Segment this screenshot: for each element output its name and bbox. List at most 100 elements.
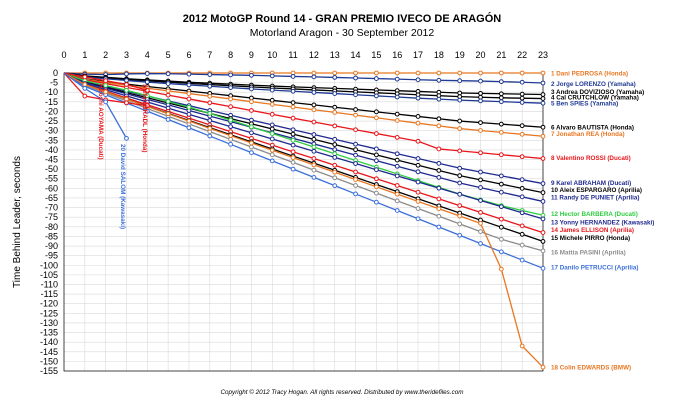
- retire-label: Hiroshi AOYAMA (Ducati): [97, 84, 104, 160]
- series-point: [373, 76, 379, 81]
- series-point: [540, 190, 546, 195]
- series-point: [498, 266, 504, 272]
- y-tick-label: -150: [40, 356, 58, 366]
- series-point: [436, 213, 442, 219]
- rider-label: 18 Colin EDWARDS (BMW): [551, 365, 631, 372]
- series-point: [353, 147, 358, 153]
- series-point: [457, 191, 463, 197]
- series-point: [415, 206, 421, 211]
- series-point: [311, 136, 317, 142]
- series-point: [540, 239, 546, 244]
- series-point: [519, 194, 525, 200]
- series-point: [498, 249, 504, 255]
- series-point: [394, 208, 400, 213]
- rider-label: 2 Jorge LORENZO (Yamaha): [551, 81, 636, 88]
- series-point: [228, 72, 234, 78]
- series-point: [457, 221, 463, 227]
- x-tick-labels: 0 1 2 3 4 5 6 7 8 9 10 11 12 13 14 15 16 17 18 19 20 21 22 23: [61, 50, 548, 60]
- y-tick-label: -80: [45, 222, 58, 232]
- y-axis-label: Time Behind Leader, seconds: [12, 156, 23, 288]
- series-point: [540, 100, 546, 106]
- series-point: [373, 93, 379, 99]
- series-point: [353, 75, 358, 81]
- y-tick-labels: 0-5-10-15-20-25-30-35-40-45-50-55-60-65-…: [40, 68, 58, 376]
- series-point: [415, 169, 421, 175]
- series-point: [415, 189, 421, 195]
- series-point: [228, 133, 234, 139]
- series-point: [415, 216, 421, 222]
- series-point: [478, 229, 483, 235]
- y-tick-label: -95: [45, 251, 58, 261]
- series-point: [144, 93, 150, 99]
- series-point: [228, 117, 234, 123]
- series-point: [394, 70, 400, 76]
- rider-label: 5 Ben SPIES (Yamaha): [551, 100, 618, 107]
- series-point: [186, 118, 192, 124]
- series-point: [478, 177, 483, 183]
- x-tick-label: 23: [538, 50, 548, 60]
- series-point: [415, 114, 421, 119]
- series-point: [498, 181, 504, 187]
- rider-label: 17 Danilo PETRUCCI (Aprilia): [551, 265, 638, 272]
- series-point: [249, 86, 254, 92]
- series-point: [457, 180, 463, 186]
- series-point: [498, 95, 504, 101]
- x-tick-label: 6: [186, 50, 191, 60]
- series-point: [394, 118, 400, 123]
- series-point: [519, 343, 525, 349]
- series-point: [519, 185, 525, 191]
- series-point: [186, 111, 192, 117]
- series-point: [457, 165, 463, 171]
- series-point: [332, 162, 338, 168]
- y-tick-label: 0: [53, 68, 58, 78]
- x-tick-label: 17: [413, 50, 423, 60]
- series-point: [290, 88, 296, 94]
- series-point: [519, 70, 525, 76]
- y-tick-label: -135: [40, 328, 58, 338]
- series-point: [415, 156, 421, 161]
- series-point: [373, 184, 379, 190]
- series-point: [478, 169, 483, 175]
- series-point: [332, 155, 338, 160]
- series-point: [269, 122, 275, 128]
- series-point: [478, 128, 483, 133]
- series-point: [457, 173, 463, 179]
- series-point: [394, 191, 400, 197]
- series-line: [63, 72, 128, 139]
- series-point: [498, 173, 504, 179]
- series-point: [373, 152, 379, 158]
- y-tick-label: -30: [45, 126, 58, 136]
- series-point: [353, 191, 358, 197]
- series-point: [249, 124, 254, 130]
- chart-title: 2012 MotoGP Round 14 - GRAN PREMIO IVECO…: [183, 12, 501, 25]
- series-point: [478, 120, 483, 126]
- series-line: [63, 72, 544, 252]
- series-point: [269, 152, 275, 158]
- series-point: [415, 77, 421, 83]
- series-point: [249, 72, 254, 78]
- series-point: [186, 96, 192, 102]
- series-point: [353, 107, 358, 112]
- series-point: [228, 124, 234, 130]
- series-point: [540, 124, 546, 130]
- series-point: [311, 90, 317, 95]
- series-point: [478, 209, 483, 215]
- series-point: [498, 204, 504, 210]
- series-point: [373, 176, 379, 182]
- series-point: [249, 99, 254, 105]
- series-point: [332, 136, 338, 142]
- series-point: [436, 77, 442, 83]
- series-point: [269, 136, 275, 142]
- series-line: [63, 72, 544, 100]
- series-point: [186, 82, 192, 88]
- series-point: [311, 167, 317, 173]
- series-point: [415, 120, 421, 126]
- series-point: [457, 148, 463, 154]
- y-tick-label: -90: [45, 241, 58, 251]
- series-point: [519, 91, 525, 97]
- series-point: [478, 220, 483, 226]
- series-point: [290, 160, 296, 165]
- series-point: [436, 146, 442, 152]
- y-tick-label: -155: [40, 366, 58, 376]
